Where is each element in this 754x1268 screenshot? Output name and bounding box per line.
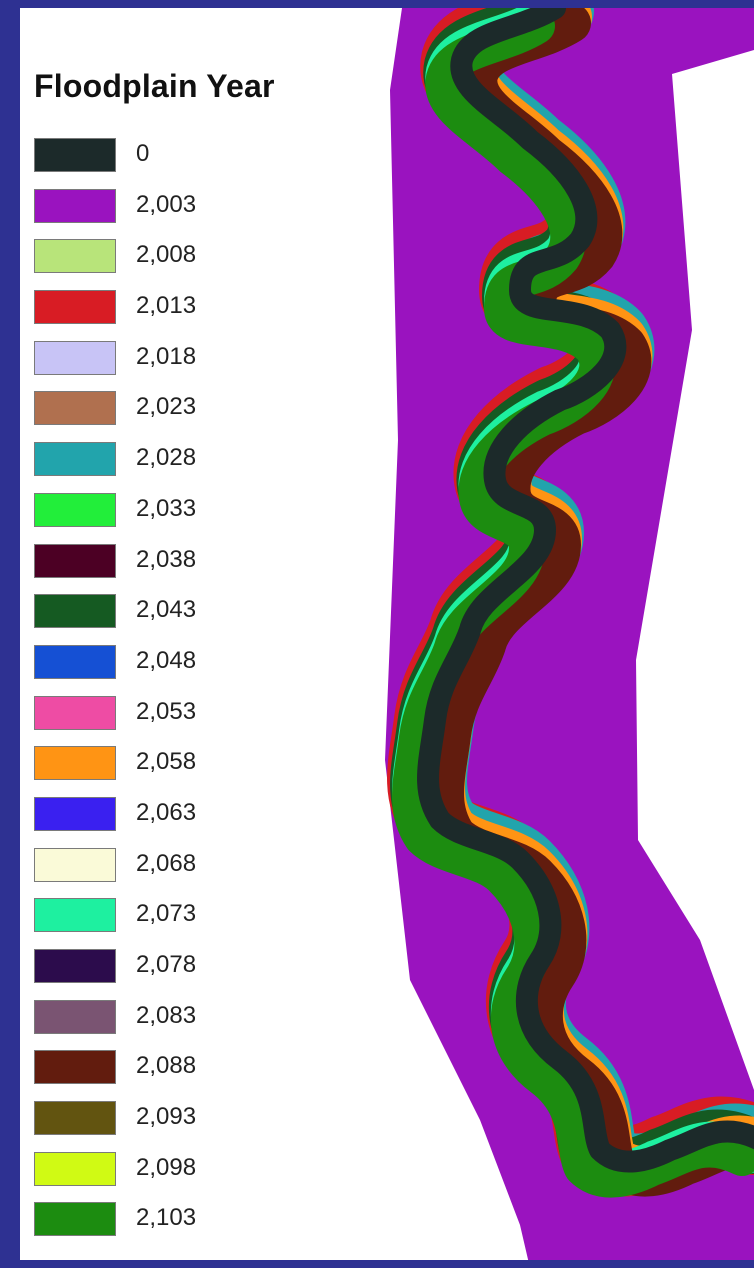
legend-swatch	[34, 543, 116, 578]
legend-swatch	[34, 1151, 116, 1186]
legend-label: 2,063	[136, 798, 197, 826]
legend-label: 2,083	[136, 1001, 197, 1029]
legend-swatch	[34, 340, 116, 375]
legend-swatch	[34, 746, 116, 781]
legend-swatch	[34, 1202, 116, 1237]
legend-label: 2,038	[136, 545, 197, 573]
legend-label: 2,048	[136, 646, 197, 674]
legend-label: 2,103	[136, 1204, 197, 1232]
legend-swatch	[34, 949, 116, 983]
legend-swatch	[34, 290, 116, 325]
legend-label: 2,028	[136, 444, 197, 472]
legend-label: 2,003	[136, 190, 197, 218]
legend-swatch	[34, 695, 116, 730]
legend-swatch	[34, 442, 116, 477]
legend-label: 2,018	[136, 342, 197, 370]
river-channel	[417, 8, 754, 1173]
legend-swatch	[34, 847, 116, 882]
legend-label: 2,088	[136, 1052, 197, 1080]
legend-label: 2,098	[136, 1153, 197, 1181]
legend-swatch	[34, 391, 116, 426]
legend-swatch	[34, 188, 116, 223]
legend-label: 2,073	[136, 900, 197, 928]
legend-swatch	[34, 1101, 116, 1136]
legend-swatch	[34, 644, 116, 679]
legend-label: 2,043	[136, 596, 197, 624]
floodplain-zone	[385, 8, 754, 1260]
legend-swatch	[34, 492, 116, 527]
legend-label: 2,013	[136, 292, 197, 320]
legend-swatch	[34, 898, 116, 933]
legend-label: 0	[136, 140, 150, 167]
legend-title: Floodplain Year	[34, 68, 275, 104]
legend-label: 2,058	[136, 748, 197, 776]
slide-title-fragment	[0, 0, 754, 8]
legend-label: 2,053	[136, 697, 197, 725]
legend-swatch	[34, 796, 116, 831]
legend-swatch	[34, 594, 116, 629]
legend-swatch	[34, 999, 116, 1034]
legend-label: 2,093	[136, 1103, 197, 1131]
floodplain-map	[20, 8, 754, 1260]
legend-label: 2,008	[136, 241, 197, 269]
legend-label: 2,023	[136, 393, 197, 421]
legend-label: 2,068	[136, 849, 197, 877]
legend-label: 2,078	[136, 951, 197, 978]
legend-swatch	[34, 138, 116, 172]
legend-swatch	[34, 1050, 116, 1085]
legend-label: 2,033	[136, 494, 197, 522]
legend-swatch	[34, 239, 116, 274]
